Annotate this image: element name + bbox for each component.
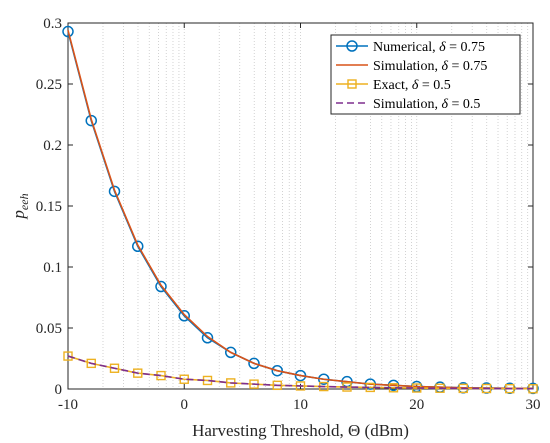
data-point-circle	[225, 346, 237, 359]
data-point-square	[63, 351, 73, 361]
series-line	[67, 355, 534, 390]
data-point-square	[109, 363, 120, 373]
y-tick-label: 0.3	[43, 16, 62, 32]
x-tick-label: 20	[409, 397, 424, 413]
y-tick-label: 0.2	[43, 138, 62, 154]
y-tick-label: 0	[55, 382, 63, 398]
y-tick-label: 0.1	[43, 260, 62, 276]
data-point-circle	[132, 240, 144, 253]
data-point-circle	[62, 25, 74, 38]
legend-marker-circle	[346, 40, 358, 52]
legend-item: Exact, δ = 0.5	[336, 78, 451, 93]
data-point-square	[86, 358, 96, 369]
x-axis-label: Harvesting Threshold, Θ (dBm)	[192, 421, 409, 440]
data-point-square	[481, 383, 492, 394]
data-point-circle	[271, 364, 283, 377]
x-tick-label: 10	[293, 397, 308, 413]
x-tick-label: -10	[58, 397, 78, 413]
y-axis-label-subscript: eeh	[17, 193, 31, 210]
data-point-circle	[178, 310, 190, 322]
y-axis-label-main: p	[9, 210, 28, 220]
legend-item: Numerical, δ = 0.75	[336, 40, 485, 55]
series-group	[62, 25, 539, 395]
x-tick-label: 0	[181, 397, 189, 413]
data-point-circle	[248, 357, 260, 370]
series	[67, 355, 534, 390]
data-point-circle	[108, 185, 121, 198]
data-point-square	[272, 380, 282, 391]
x-tick-labels: -10 0 10 20 30	[58, 397, 541, 413]
y-tick-labels: 0 0.05 0.1 0.15 0.2 0.25 0.3	[36, 16, 62, 398]
y-axis-label: peeh	[9, 193, 31, 219]
legend-label: Numerical, δ = 0.75	[373, 40, 485, 55]
legend: Numerical, δ = 0.75 Simulation, δ = 0.75 E…	[330, 34, 521, 115]
data-point-circle	[155, 280, 167, 293]
y-tick-label: 0.25	[36, 77, 62, 93]
x-tick-label: 30	[526, 397, 541, 413]
data-point-square	[133, 368, 143, 378]
legend-label: Exact, δ = 0.5	[373, 78, 451, 93]
legend-box	[330, 34, 521, 115]
legend-label: Simulation, δ = 0.5	[373, 97, 480, 112]
data-point-circle	[201, 332, 214, 344]
legend-label: Simulation, δ = 0.75	[373, 59, 487, 74]
legend-marker-square	[347, 79, 357, 89]
legend-item: Simulation, δ = 0.75	[336, 59, 487, 74]
y-tick-label: 0.15	[36, 199, 62, 215]
y-tick-label: 0.05	[36, 321, 62, 337]
legend-item: Simulation, δ = 0.5	[336, 97, 480, 112]
data-point-circle	[85, 114, 97, 127]
